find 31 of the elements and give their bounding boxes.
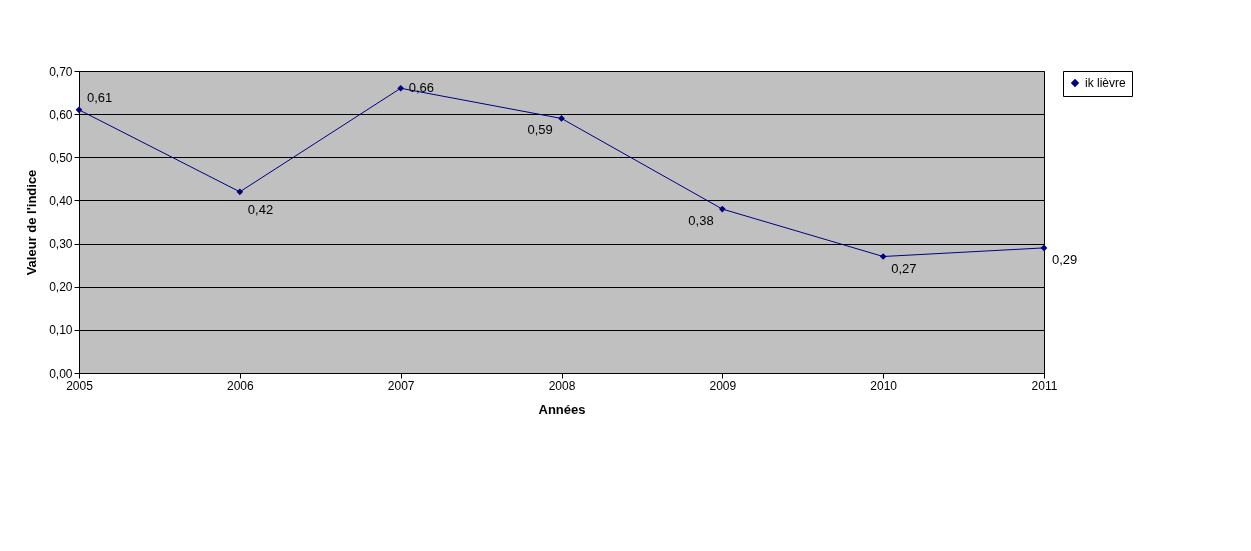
point bbox=[1040, 244, 1048, 252]
y-tick-label: 0,30 bbox=[49, 237, 73, 252]
y-tick-label: 0,20 bbox=[49, 280, 73, 295]
x-axis-title: Années bbox=[538, 401, 586, 417]
y-tick-label: 0,00 bbox=[49, 366, 73, 381]
data-label: 0,29 bbox=[1052, 251, 1078, 267]
data-label: 0,59 bbox=[527, 122, 553, 138]
x-tick-label: 2008 bbox=[548, 378, 576, 393]
legend-label: ik lièvre bbox=[1085, 76, 1126, 90]
x-tick-label: 2011 bbox=[1031, 378, 1058, 393]
point bbox=[236, 188, 244, 196]
y-tick-label: 0,10 bbox=[49, 323, 73, 338]
data-label: 0,38 bbox=[688, 213, 714, 229]
x-tick-label: 2007 bbox=[387, 378, 415, 393]
point bbox=[558, 115, 565, 122]
point bbox=[718, 205, 726, 213]
y-tick-label: 0,70 bbox=[49, 64, 73, 79]
y-tick-label: 0,40 bbox=[49, 193, 73, 208]
x-tick-label: 2005 bbox=[66, 378, 94, 393]
point bbox=[397, 84, 405, 92]
data-label: 0,42 bbox=[247, 201, 274, 217]
point bbox=[879, 253, 887, 260]
y-axis-title: Valeur de l'indice bbox=[24, 169, 40, 276]
x-tick-label: 2006 bbox=[226, 378, 254, 393]
data-label: 0,61 bbox=[87, 89, 113, 105]
x-tick-label: 2009 bbox=[709, 378, 737, 393]
y-tick-label: 0,60 bbox=[49, 107, 73, 122]
y-tick-label: 0,50 bbox=[49, 150, 73, 165]
data-label: 0,66 bbox=[408, 80, 434, 96]
data-label: 0,27 bbox=[891, 260, 917, 276]
x-tick-label: 2010 bbox=[870, 378, 898, 393]
